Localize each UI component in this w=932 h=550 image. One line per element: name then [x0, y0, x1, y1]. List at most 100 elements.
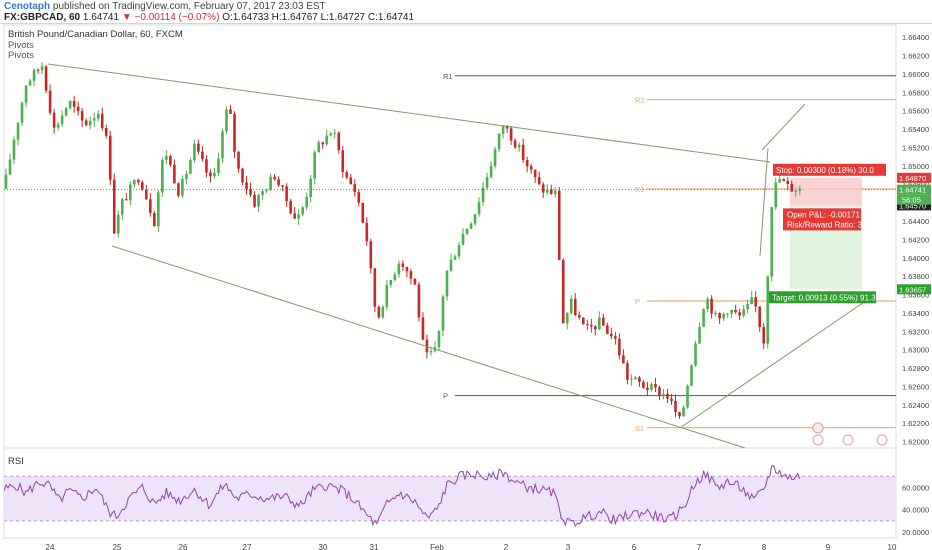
candle-body — [413, 278, 417, 285]
candle-body — [269, 176, 272, 191]
candle-body — [501, 125, 505, 134]
candle-body — [477, 202, 481, 215]
candle-body — [489, 165, 493, 178]
candle-body — [329, 133, 333, 136]
candle-body — [545, 189, 549, 193]
candle-body — [165, 155, 168, 160]
candle-body — [104, 128, 108, 136]
candle-body — [638, 377, 641, 382]
candle-body — [289, 201, 292, 214]
candle-body — [84, 120, 88, 126]
candle-body — [381, 306, 385, 318]
candle-body — [257, 195, 260, 207]
price-tick-label: 1.65800 — [902, 88, 929, 97]
candle-body — [68, 100, 72, 109]
candle-body — [108, 135, 112, 180]
price-tick-label: 1.62600 — [902, 382, 929, 391]
candle-body — [48, 90, 52, 113]
candle-body — [8, 159, 12, 175]
candle-body — [726, 313, 729, 315]
price-tick-label: 1.65200 — [902, 143, 929, 152]
price-tick-label: 1.62400 — [902, 401, 929, 410]
price-tick-label: 1.63600 — [902, 291, 929, 300]
candle-body — [642, 381, 645, 388]
time-tick-label: 2 — [504, 543, 509, 550]
candle-body — [718, 313, 721, 319]
candle-body — [373, 268, 377, 307]
candle-body — [137, 179, 140, 183]
candle-body — [694, 343, 697, 366]
candle-body — [249, 188, 252, 195]
last-price: 1.64741 — [82, 12, 120, 23]
candle-body — [742, 309, 745, 316]
candle-body — [525, 159, 529, 167]
price-tag-text: 1.64741 — [899, 186, 926, 195]
candle-body — [76, 106, 80, 112]
candle-body — [401, 263, 405, 267]
trendline — [111, 245, 746, 449]
candle-body — [309, 178, 312, 197]
candle-body — [293, 213, 296, 219]
time-tick-label: 8 — [762, 543, 767, 550]
symbol-label[interactable]: FX:GBPCAD, 60 — [4, 12, 81, 23]
candle-body — [120, 199, 124, 215]
candle-body — [277, 179, 280, 186]
candle-body — [626, 363, 629, 380]
rsi-band — [4, 476, 896, 521]
pivot-label: S1 — [635, 424, 644, 433]
candle-body — [197, 143, 200, 152]
candle-body — [758, 306, 761, 328]
candle-body — [265, 190, 268, 192]
candle-body — [229, 109, 232, 114]
candle-body — [305, 196, 308, 208]
candle-body — [581, 317, 585, 325]
price-tick-label: 1.63200 — [902, 327, 929, 336]
candle-body — [698, 327, 701, 344]
ohlc-values: O:1.64733 H:1.64767 L:1.64727 C:1.64741 — [222, 12, 415, 23]
candle-body — [241, 168, 244, 183]
candle-body — [461, 234, 465, 246]
candle-body — [169, 155, 172, 165]
candle-body — [100, 113, 104, 129]
candle-body — [690, 365, 693, 386]
pivot-label: R1 — [443, 72, 453, 81]
candle-body — [56, 124, 60, 128]
price-change: ▼ −0.00114 (−0.07%) — [121, 12, 220, 23]
candle-body — [798, 188, 802, 191]
candle-body — [233, 113, 236, 152]
price-tag — [897, 284, 931, 295]
candle-body — [285, 186, 288, 202]
candle-body — [341, 150, 345, 172]
event-flag-icon — [812, 422, 824, 434]
candle-body — [634, 377, 637, 379]
rsi-tick-label: 20.0000 — [902, 528, 929, 537]
candle-body — [353, 184, 357, 193]
pivots-legend-2: Pivots — [8, 50, 34, 61]
time-tick-label: 31 — [370, 543, 379, 550]
candle-body — [153, 212, 156, 227]
time-tick-label: 27 — [243, 543, 252, 550]
price-tick-label: 1.65600 — [902, 107, 929, 116]
chart-canvas[interactable]: R1 R2 R1 P P S1 1.66400 1.66200 1.66000 1.65800 1… — [0, 24, 932, 550]
author-link[interactable]: Cenotaph — [4, 1, 51, 12]
candle-body — [377, 306, 381, 318]
candle-body — [4, 174, 8, 189]
candle-body — [762, 327, 766, 344]
event-flag-icon — [812, 434, 824, 446]
rsi-tick-label: 40.0000 — [902, 506, 929, 515]
time-tick-label: 10 — [888, 543, 897, 550]
price-tick-label: 1.62200 — [902, 419, 929, 428]
candle-body — [205, 159, 208, 173]
candle-body — [116, 214, 120, 234]
candle-body — [132, 179, 136, 185]
candle-body — [281, 185, 284, 187]
candle-body — [790, 184, 794, 192]
candle-body — [746, 304, 749, 310]
time-tick-label: 26 — [179, 543, 188, 550]
candle-body — [429, 350, 433, 353]
candle-body — [734, 309, 737, 313]
price-tick-label: 1.64200 — [902, 235, 929, 244]
candle-body — [517, 144, 521, 148]
candle-body — [553, 190, 557, 195]
candle-body — [678, 412, 681, 417]
